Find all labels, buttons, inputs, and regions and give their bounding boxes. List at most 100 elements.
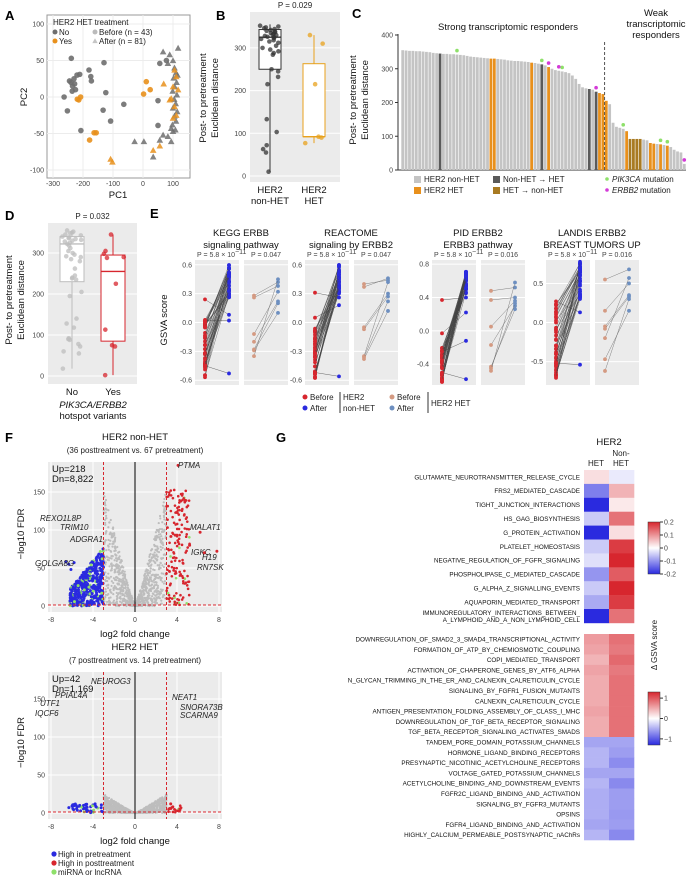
up-gene-point: [178, 559, 181, 563]
ns-gene-point: [110, 799, 113, 802]
ns-gene-point: [153, 543, 156, 546]
ns-gene-point: [154, 545, 157, 548]
gene-label: ADGRA1: [69, 535, 103, 544]
up-gene-point: [185, 584, 189, 587]
erbb2-mutation-marker: [556, 64, 561, 69]
bar: [462, 55, 466, 170]
ns-gene-point: [107, 807, 110, 810]
data-point: [121, 254, 127, 260]
ns-gene-point: [119, 590, 122, 593]
labeled-gene-point: [169, 802, 173, 806]
legend-yes-marker: [52, 38, 58, 44]
pair-line: [204, 267, 230, 328]
data-point: [78, 237, 84, 243]
ns-gene-point: [160, 599, 163, 602]
after-point: [386, 280, 390, 285]
down-gene-point: [69, 595, 73, 599]
ns-gene-point: [104, 498, 108, 502]
labeled-gene-point: [93, 802, 97, 806]
x-tick-label: 4: [175, 617, 179, 624]
down-gene-point: [96, 588, 100, 592]
ns-gene-point: [156, 528, 160, 532]
pair-line: [490, 287, 516, 292]
before-point: [252, 339, 256, 344]
after-point: [337, 291, 341, 296]
bar: [648, 143, 652, 170]
data-point-before: [93, 129, 99, 136]
down-gene-point: [77, 590, 81, 594]
pair-line: [204, 299, 230, 315]
ns-gene-point: [104, 561, 108, 564]
pair-line: [314, 265, 340, 335]
down-gene-point: [97, 552, 101, 556]
bar: [520, 61, 523, 171]
ns-gene-point: [138, 596, 141, 599]
pair-line: [253, 291, 279, 335]
ns-gene-point: [118, 804, 121, 808]
legend-non_het: HER2 non-HET: [424, 175, 480, 184]
bar: [428, 52, 432, 170]
bar: [513, 60, 517, 170]
ns-gene-point: [104, 563, 107, 566]
gene-label: IGKC: [191, 548, 211, 557]
pathway-title: signaling by ERBB2: [309, 240, 393, 251]
ns-gene-point: [104, 593, 107, 596]
ns-gene-point: [104, 539, 107, 542]
heatmap-cell: [584, 798, 610, 810]
ns-gene-point: [112, 542, 115, 545]
row-label: IMMUNOREGULATORY_INTERACTIONS_BETWEEN_: [423, 610, 581, 617]
data-point: [60, 366, 66, 371]
ns-gene-point: [151, 604, 154, 607]
up-gene-point: [167, 491, 171, 494]
ns-gene-point: [161, 521, 164, 524]
pair-line: [314, 274, 340, 342]
up-gene-point: [185, 601, 188, 605]
data-point: [71, 325, 77, 330]
y-tick-label: 0.6: [292, 262, 302, 269]
ns-gene-point: [117, 588, 121, 591]
bar: [540, 64, 544, 170]
before-point: [554, 299, 558, 304]
pair-line: [555, 294, 581, 330]
ns-gene-point: [119, 600, 122, 603]
up-gene-point: [168, 596, 172, 600]
column-label-nonhet: HET: [613, 459, 629, 468]
row-label: ANTIGEN_PRESENTATION_FOLDING_ASSEMBLY_OF…: [372, 709, 580, 716]
ns-gene-point: [156, 545, 159, 548]
ns-gene-point: [160, 576, 163, 580]
labeled-gene-point: [72, 561, 76, 565]
data-point-before: [101, 59, 107, 66]
pathway-title: signaling pathway: [203, 240, 279, 251]
pathway-title: PID ERBB2: [453, 228, 503, 239]
after-point: [627, 297, 631, 301]
data-point-after: [169, 121, 176, 128]
data-point-before: [61, 94, 67, 100]
heatmap-cell: [584, 634, 610, 645]
ns-gene-point: [146, 591, 149, 594]
up-gene-point: [172, 594, 176, 598]
ns-gene-point: [116, 566, 119, 569]
column-label-het: HET: [588, 459, 604, 468]
up-gene-point: [181, 561, 185, 565]
ns-gene-point: [105, 517, 108, 520]
x-axis-label: log2 fold change: [100, 836, 170, 847]
ns-gene-point: [148, 576, 152, 579]
p-value-het: P = 0.016: [488, 252, 518, 259]
y-tick-label: 100: [32, 333, 44, 340]
ns-gene-point: [149, 570, 152, 573]
ns-gene-point: [144, 583, 147, 586]
heatmap-cell: [584, 525, 610, 540]
heatmap-cell: [584, 819, 610, 830]
bar: [499, 59, 503, 170]
data-point-before: [155, 122, 161, 129]
up-gene-point: [180, 509, 184, 512]
data-point: [267, 39, 272, 44]
up-gene-point: [178, 508, 181, 512]
row-label: ACTIVATION_OF_CHAPERONE_GENES_BY_ATF6_AL…: [407, 667, 580, 674]
ns-gene-point: [157, 804, 161, 807]
ns-gene-point: [156, 555, 159, 558]
up-gene-point: [180, 543, 184, 547]
y-tick-label: 300: [381, 66, 393, 73]
down-count: Dn=1,169: [52, 684, 93, 695]
pair-line: [204, 293, 230, 326]
